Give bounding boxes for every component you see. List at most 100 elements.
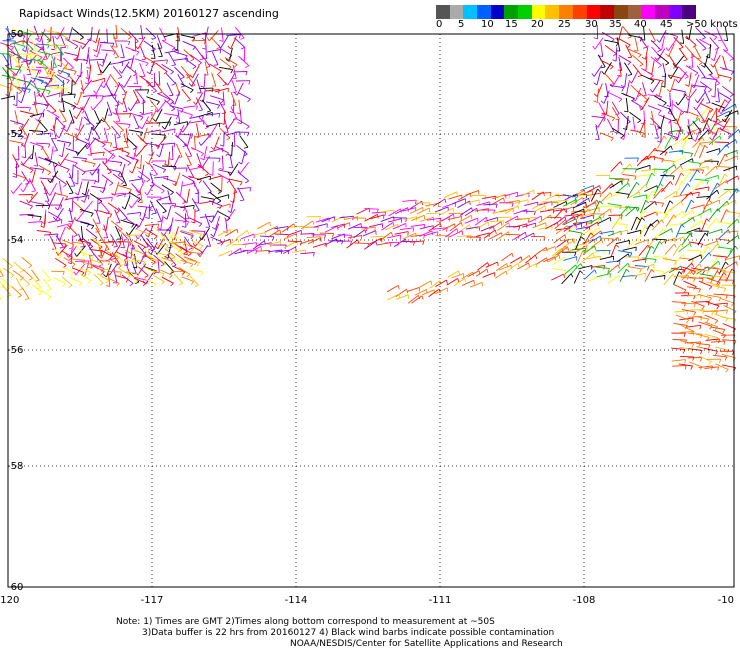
- wind-barb: [696, 109, 706, 123]
- wind-barb: [678, 271, 683, 275]
- wind-barb: [78, 116, 83, 131]
- wind-barb: [128, 204, 132, 209]
- wind-barb: [688, 361, 703, 368]
- wind-barb: [170, 232, 182, 241]
- wind-barb: [29, 205, 33, 210]
- wind-barb: [149, 99, 159, 111]
- wind-barb: [721, 364, 736, 369]
- wind-barb: [482, 272, 495, 278]
- wind-barb: [127, 162, 131, 166]
- wind-barb: [720, 271, 735, 273]
- wind-barb: [679, 317, 694, 321]
- wind-barb: [55, 43, 64, 55]
- wind-barb: [684, 359, 686, 364]
- wind-barb: [678, 363, 693, 367]
- wind-barb: [446, 278, 459, 286]
- wind-barb: [576, 199, 578, 204]
- wind-barb: [670, 66, 679, 79]
- wind-barb: [330, 223, 345, 228]
- wind-barb: [712, 120, 725, 128]
- wind-barb: [598, 102, 606, 115]
- wind-barb: [157, 224, 160, 229]
- wind-barb: [645, 258, 647, 263]
- wind-barb: [665, 214, 675, 227]
- wind-barb: [640, 263, 655, 270]
- wind-barb: [668, 107, 676, 121]
- wind-barb: [643, 200, 656, 211]
- wind-barb: [125, 278, 129, 283]
- wind-barb: [118, 101, 123, 105]
- wind-barb: [200, 153, 204, 157]
- wind-barb: [166, 205, 172, 220]
- wind-barb: [33, 101, 39, 116]
- wind-barb: [667, 132, 672, 134]
- wind-barb: [145, 62, 149, 67]
- wind-barb: [76, 91, 83, 106]
- wind-barb: [93, 54, 98, 58]
- wind-barb: [724, 155, 738, 162]
- wind-barb: [565, 219, 568, 224]
- wind-barb: [145, 27, 157, 39]
- wind-barb: [111, 192, 126, 195]
- wind-barb: [692, 137, 703, 148]
- wind-barb: [595, 124, 599, 128]
- wind-barb: [179, 110, 193, 116]
- wind-barb: [60, 204, 63, 209]
- wind-barb: [625, 207, 629, 212]
- wind-barb: [657, 104, 672, 111]
- wind-barb: [620, 214, 623, 219]
- wind-barb: [553, 208, 565, 219]
- wind-barb: [190, 54, 202, 64]
- wind-barb: [621, 180, 623, 185]
- wind-barb: [81, 159, 96, 165]
- wind-barb: [15, 66, 20, 68]
- wind-barb: [218, 70, 222, 74]
- wind-barb: [161, 39, 166, 42]
- wind-barb: [452, 208, 455, 213]
- wind-barb: [458, 214, 472, 223]
- wind-barb: [69, 192, 74, 195]
- wind-barb: [605, 192, 619, 200]
- wind-barb: [95, 94, 98, 99]
- wind-barb: [728, 133, 732, 138]
- wind-barb: [180, 229, 194, 235]
- wind-barb: [724, 109, 733, 123]
- wind-barb: [663, 102, 667, 106]
- wind-barb: [700, 350, 703, 355]
- wind-barb: [718, 99, 726, 113]
- wind-barb: [146, 96, 160, 103]
- wind-barb: [96, 61, 102, 75]
- wind-barb: [664, 152, 668, 156]
- wind-barb: [651, 269, 655, 273]
- wind-barb: [23, 178, 27, 182]
- wind-barb: [20, 65, 33, 71]
- wind-barb: [678, 48, 688, 60]
- wind-barb: [0, 53, 12, 55]
- wind-barb: [726, 180, 729, 185]
- wind-barb: [118, 76, 123, 79]
- wind-barb: [144, 275, 149, 278]
- wind-barb: [678, 242, 691, 253]
- wind-barb: [388, 218, 402, 223]
- wind-barb: [684, 199, 692, 213]
- wind-barb: [26, 199, 29, 204]
- wind-barb: [86, 46, 90, 61]
- wind-barb: [644, 245, 652, 259]
- wind-barb: [418, 295, 421, 300]
- wind-barb: [83, 116, 95, 127]
- wind-barb: [287, 240, 302, 243]
- wind-barb: [34, 102, 49, 106]
- wind-barb: [176, 135, 187, 146]
- wind-barb: [702, 118, 710, 132]
- wind-barb: [724, 99, 728, 103]
- wind-barb: [42, 64, 50, 77]
- wind-barb: [219, 58, 232, 68]
- wind-barb: [125, 46, 140, 53]
- wind-barb: [173, 51, 188, 57]
- wind-barb: [705, 165, 717, 177]
- wind-barb: [593, 93, 598, 97]
- wind-barb: [125, 155, 139, 161]
- wind-barb: [248, 246, 262, 254]
- wind-barb: [721, 353, 736, 359]
